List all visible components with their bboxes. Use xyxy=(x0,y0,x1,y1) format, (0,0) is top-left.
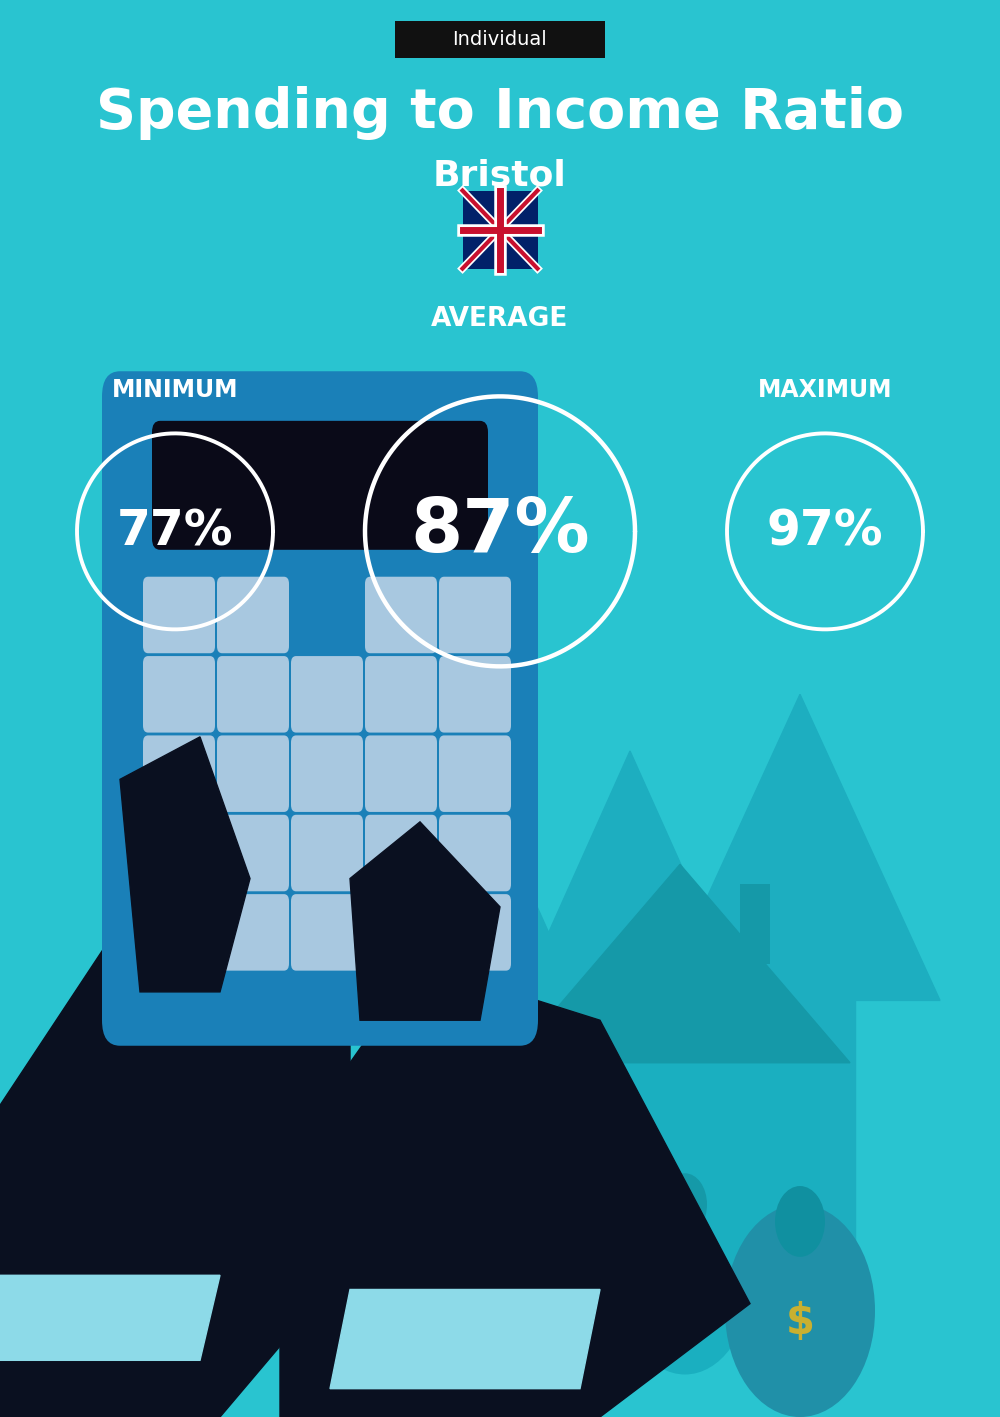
FancyBboxPatch shape xyxy=(291,815,363,891)
Text: Bristol: Bristol xyxy=(433,159,567,193)
FancyBboxPatch shape xyxy=(143,735,215,812)
Bar xyxy=(462,190,538,269)
Text: 77%: 77% xyxy=(117,507,233,555)
Text: MAXIMUM: MAXIMUM xyxy=(758,378,892,401)
Bar xyxy=(580,1329,720,1339)
FancyBboxPatch shape xyxy=(395,21,605,58)
Text: AVERAGE: AVERAGE xyxy=(431,306,569,332)
FancyBboxPatch shape xyxy=(143,656,215,733)
FancyBboxPatch shape xyxy=(439,656,511,733)
FancyBboxPatch shape xyxy=(217,656,289,733)
FancyBboxPatch shape xyxy=(152,421,488,550)
Bar xyxy=(740,884,770,964)
Circle shape xyxy=(663,1173,707,1236)
FancyBboxPatch shape xyxy=(365,815,437,891)
Polygon shape xyxy=(120,737,250,992)
FancyBboxPatch shape xyxy=(102,371,538,1046)
Circle shape xyxy=(775,1186,825,1257)
FancyBboxPatch shape xyxy=(365,735,437,812)
Polygon shape xyxy=(582,1019,678,1346)
FancyBboxPatch shape xyxy=(217,894,289,971)
Bar xyxy=(658,1212,679,1346)
FancyBboxPatch shape xyxy=(217,735,289,812)
Bar xyxy=(590,1282,710,1346)
Polygon shape xyxy=(380,779,580,1003)
Text: Individual: Individual xyxy=(453,30,547,50)
Polygon shape xyxy=(438,1003,522,1275)
FancyBboxPatch shape xyxy=(439,735,511,812)
Text: 87%: 87% xyxy=(410,495,590,568)
FancyBboxPatch shape xyxy=(291,656,363,733)
FancyBboxPatch shape xyxy=(439,577,511,653)
FancyBboxPatch shape xyxy=(143,894,215,971)
FancyBboxPatch shape xyxy=(291,894,363,971)
Bar xyxy=(540,1063,820,1346)
Text: Spending to Income Ratio: Spending to Income Ratio xyxy=(96,86,904,140)
Circle shape xyxy=(620,1190,750,1374)
Polygon shape xyxy=(510,751,750,1019)
FancyBboxPatch shape xyxy=(439,894,511,971)
FancyBboxPatch shape xyxy=(143,815,215,891)
Bar xyxy=(580,1306,720,1316)
Circle shape xyxy=(725,1204,875,1417)
Polygon shape xyxy=(660,694,940,1000)
Text: $: $ xyxy=(786,1301,814,1343)
Polygon shape xyxy=(510,864,850,1063)
Text: $: $ xyxy=(673,1272,697,1306)
FancyBboxPatch shape xyxy=(291,735,363,812)
FancyBboxPatch shape xyxy=(365,577,437,653)
Polygon shape xyxy=(350,822,500,1020)
FancyBboxPatch shape xyxy=(143,577,215,653)
Polygon shape xyxy=(280,964,750,1417)
Polygon shape xyxy=(0,1275,220,1360)
Bar xyxy=(580,1318,720,1328)
FancyBboxPatch shape xyxy=(439,815,511,891)
FancyBboxPatch shape xyxy=(365,656,437,733)
Text: MINIMUM: MINIMUM xyxy=(112,378,238,401)
Bar xyxy=(580,1284,720,1294)
Bar xyxy=(658,1212,703,1346)
Polygon shape xyxy=(745,1000,855,1374)
FancyBboxPatch shape xyxy=(365,894,437,971)
FancyBboxPatch shape xyxy=(217,815,289,891)
Polygon shape xyxy=(0,879,350,1417)
FancyBboxPatch shape xyxy=(217,577,289,653)
Text: 97%: 97% xyxy=(767,507,883,555)
Polygon shape xyxy=(330,1289,600,1389)
Bar xyxy=(580,1295,720,1305)
